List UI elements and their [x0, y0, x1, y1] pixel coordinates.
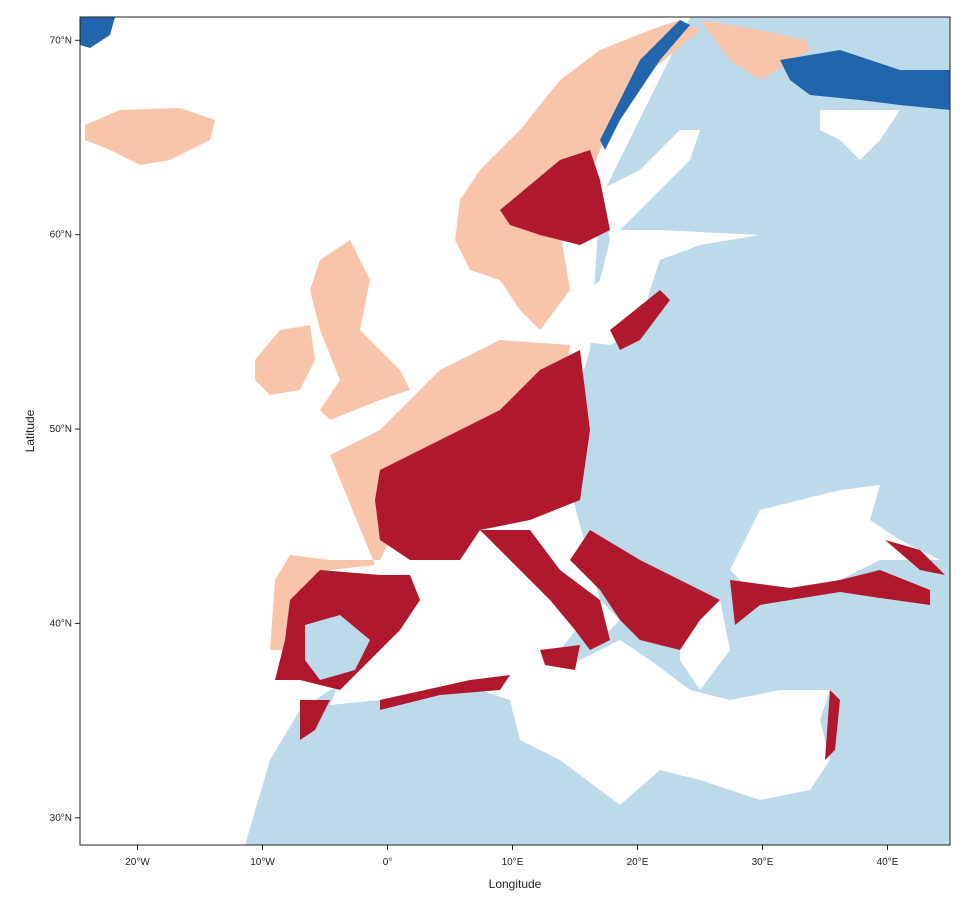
- region: [310, 240, 410, 420]
- sea: [560, 130, 760, 345]
- y-tick-label: 60°N: [50, 230, 72, 241]
- region: [80, 17, 115, 48]
- x-tick-label: 20°E: [627, 857, 649, 868]
- y-tick-label: 70°N: [50, 35, 72, 46]
- region: [85, 108, 215, 165]
- sea: [330, 555, 830, 805]
- sea: [730, 485, 940, 600]
- x-tick-label: 30°E: [752, 857, 774, 868]
- region: [570, 530, 720, 650]
- region: [480, 530, 610, 650]
- y-tick-label: 50°N: [50, 424, 72, 435]
- region: [885, 540, 945, 575]
- region: [500, 150, 610, 245]
- x-tick-label: 10°W: [250, 857, 275, 868]
- region: [380, 675, 510, 710]
- y-tick-label: 40°N: [50, 618, 72, 629]
- region: [245, 17, 950, 845]
- plot-frame: [79, 16, 951, 846]
- x-tick-label: 0°: [383, 857, 393, 868]
- region: [375, 350, 590, 560]
- x-axis-title: Longitude: [489, 877, 542, 891]
- x-tick-label: 10°E: [502, 857, 524, 868]
- sea: [820, 110, 900, 160]
- x-tick-label: 40°E: [877, 857, 899, 868]
- region: [780, 50, 950, 110]
- x-tick-label: 20°W: [125, 857, 150, 868]
- region: [825, 690, 840, 760]
- region: [600, 20, 690, 150]
- y-tick-label: 30°N: [50, 813, 72, 824]
- region: [255, 325, 315, 395]
- region: [305, 615, 370, 680]
- map-regions: [80, 17, 950, 845]
- y-axis-title: Latitude: [23, 409, 37, 452]
- region: [610, 290, 670, 350]
- region: [540, 645, 580, 670]
- region: [730, 570, 930, 625]
- region: [300, 700, 330, 740]
